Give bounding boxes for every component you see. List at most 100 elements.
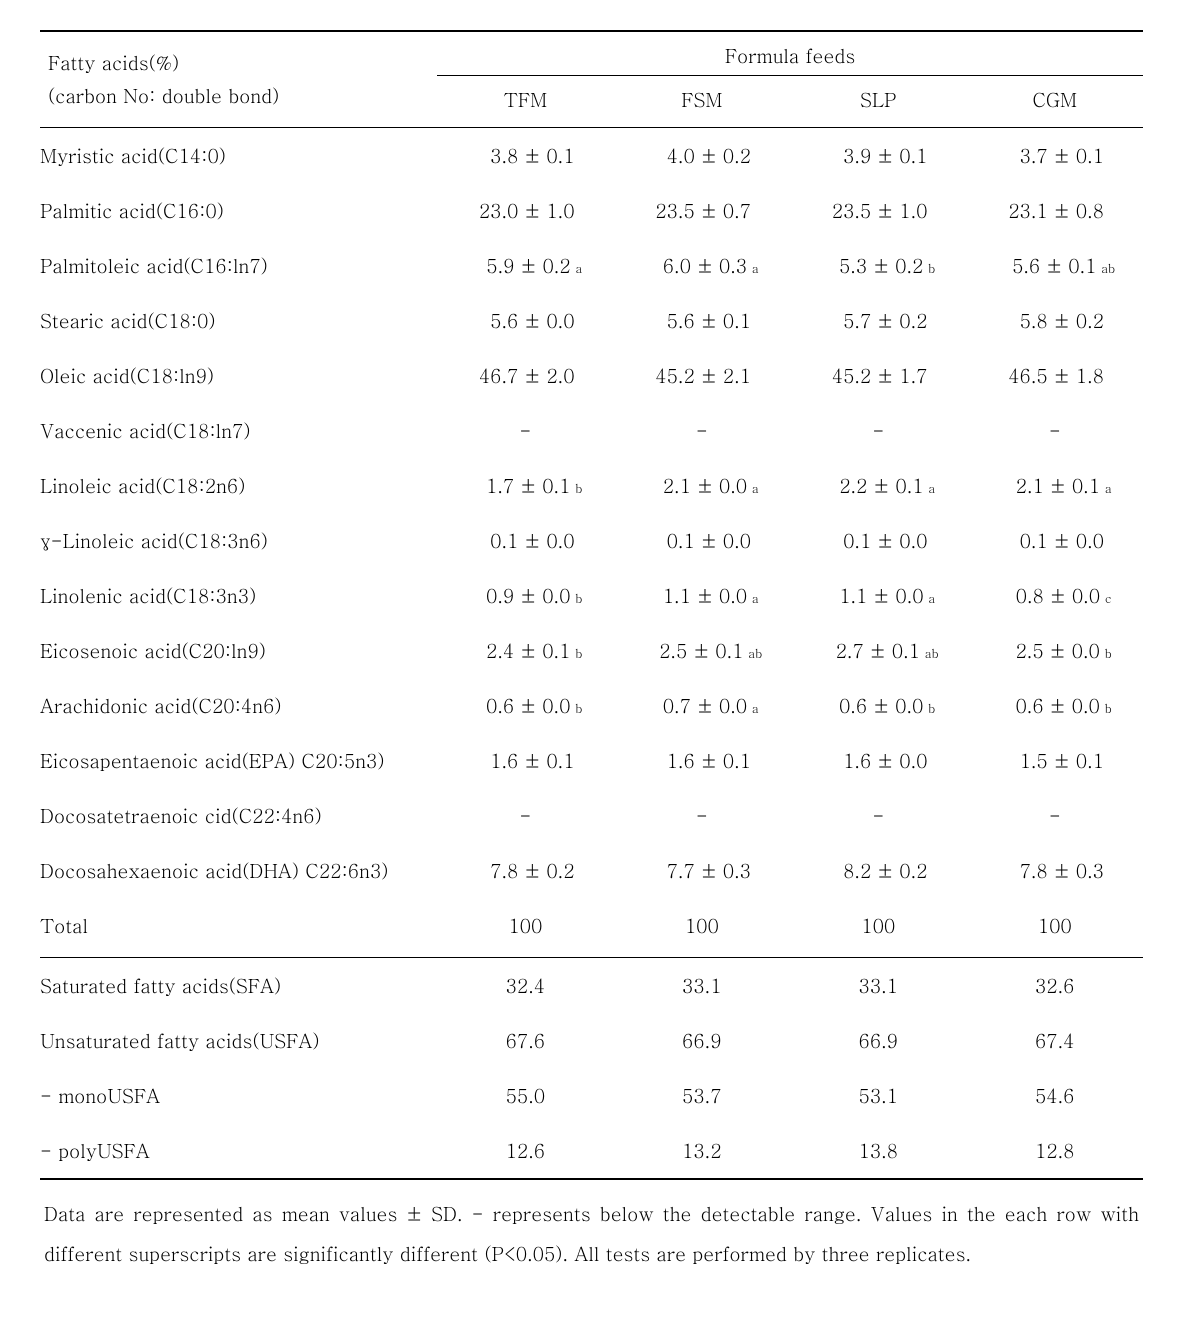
row-label: Docosatetraenoic cid(C22:4n6)	[40, 788, 437, 843]
table-row: Docosahexaenoic acid(DHA) C22:6n3)7.8±0.…	[40, 843, 1143, 898]
value-cell: 67.6	[437, 1013, 613, 1068]
value-cell: 46.5±1.8	[967, 348, 1144, 403]
value-cell: -	[967, 788, 1144, 843]
value-cell: 8.2±0.2	[790, 843, 966, 898]
value-cell: 4.0±0.2	[614, 128, 790, 184]
value-cell: 100	[437, 898, 613, 958]
value-cell: 5.8±0.2	[967, 293, 1144, 348]
significance-superscript: b	[928, 699, 935, 717]
row-label: - polyUSFA	[40, 1123, 437, 1179]
significance-superscript: a	[752, 589, 759, 607]
significance-superscript: ab	[1101, 259, 1115, 277]
table-row: Arachidonic acid(C20:4n6)0.6±0.0b0.7±0.0…	[40, 678, 1143, 733]
significance-superscript: b	[1105, 699, 1112, 717]
value-cell: -	[437, 788, 613, 843]
row-label: - monoUSFA	[40, 1068, 437, 1123]
table-row: Docosatetraenoic cid(C22:4n6)----	[40, 788, 1143, 843]
row-label: Saturated fatty acids(SFA)	[40, 958, 437, 1014]
value-cell: 13.2	[614, 1123, 790, 1179]
table-row: γ-Linoleic acid(C18:3n6)0.1±0.00.1±0.00.…	[40, 513, 1143, 568]
summary-row: Saturated fatty acids(SFA)32.433.133.132…	[40, 958, 1143, 1014]
significance-superscript: a	[575, 259, 582, 277]
row-label: Myristic acid(C14:0)	[40, 128, 437, 184]
summary-row: Unsaturated fatty acids(USFA)67.666.966.…	[40, 1013, 1143, 1068]
significance-superscript: b	[575, 589, 582, 607]
value-cell: 12.8	[967, 1123, 1144, 1179]
header-col-2: SLP	[790, 76, 966, 128]
value-cell: 46.7±2.0	[437, 348, 613, 403]
value-cell: -	[790, 788, 966, 843]
significance-superscript: ab	[748, 644, 762, 662]
value-cell: 2.5±0.0b	[967, 623, 1144, 678]
value-cell: 66.9	[790, 1013, 966, 1068]
table-header-row: Fatty acids(%) (carbon No: double bond) …	[40, 31, 1143, 76]
significance-superscript: b	[575, 479, 582, 497]
table-row: Linoleic acid(C18:2n6)1.7±0.1b2.1±0.0a2.…	[40, 458, 1143, 513]
value-cell: 100	[967, 898, 1144, 958]
header-label-cell: Fatty acids(%) (carbon No: double bond)	[40, 31, 437, 128]
significance-superscript: a	[752, 479, 759, 497]
significance-superscript: a	[928, 479, 935, 497]
significance-superscript: b	[575, 644, 582, 662]
value-cell: 5.9±0.2a	[437, 238, 613, 293]
value-cell: -	[967, 403, 1144, 458]
header-super: Formula feeds	[437, 31, 1143, 76]
header-col-3: CGM	[967, 76, 1144, 128]
table-row: Palmitoleic acid(C16:ln7)5.9±0.2a6.0±0.3…	[40, 238, 1143, 293]
row-label: Oleic acid(C18:ln9)	[40, 348, 437, 403]
table-row: Stearic acid(C18:0)5.6±0.05.6±0.15.7±0.2…	[40, 293, 1143, 348]
row-label: Palmitoleic acid(C16:ln7)	[40, 238, 437, 293]
significance-superscript: c	[1105, 589, 1112, 607]
significance-superscript: b	[928, 259, 935, 277]
value-cell: 55.0	[437, 1068, 613, 1123]
value-cell: 53.1	[790, 1068, 966, 1123]
value-cell: -	[790, 403, 966, 458]
value-cell: 7.8±0.2	[437, 843, 613, 898]
table-row: Palmitic acid(C16:0)23.0±1.023.5±0.723.5…	[40, 183, 1143, 238]
value-cell: -	[437, 403, 613, 458]
significance-superscript: a	[1105, 479, 1112, 497]
table-row: Oleic acid(C18:ln9)46.7±2.045.2±2.145.2±…	[40, 348, 1143, 403]
value-cell: 0.7±0.0a	[614, 678, 790, 733]
value-cell: 1.1±0.0a	[614, 568, 790, 623]
total-row: Total100100100100	[40, 898, 1143, 958]
summary-row: - monoUSFA55.053.753.154.6	[40, 1068, 1143, 1123]
value-cell: 32.6	[967, 958, 1144, 1014]
value-cell: 1.7±0.1b	[437, 458, 613, 513]
fatty-acids-table: Fatty acids(%) (carbon No: double bond) …	[40, 30, 1143, 1180]
value-cell: 6.0±0.3a	[614, 238, 790, 293]
summary-row: - polyUSFA12.613.213.812.8	[40, 1123, 1143, 1179]
value-cell: 45.2±1.7	[790, 348, 966, 403]
row-label: Docosahexaenoic acid(DHA) C22:6n3)	[40, 843, 437, 898]
table-row: Eicosenoic acid(C20:ln9)2.4±0.1b2.5±0.1a…	[40, 623, 1143, 678]
header-col-1: FSM	[614, 76, 790, 128]
row-label: Eicosenoic acid(C20:ln9)	[40, 623, 437, 678]
header-col-0: TFM	[437, 76, 613, 128]
value-cell: 2.7±0.1ab	[790, 623, 966, 678]
value-cell: 67.4	[967, 1013, 1144, 1068]
value-cell: 23.5±1.0	[790, 183, 966, 238]
significance-superscript: a	[928, 589, 935, 607]
table-bottom-rule	[40, 1179, 1143, 1180]
value-cell: 3.8±0.1	[437, 128, 613, 184]
value-cell: 5.6±0.1ab	[967, 238, 1144, 293]
row-label: Palmitic acid(C16:0)	[40, 183, 437, 238]
value-cell: 2.2±0.1a	[790, 458, 966, 513]
value-cell: 0.1±0.0	[437, 513, 613, 568]
row-label: Unsaturated fatty acids(USFA)	[40, 1013, 437, 1068]
value-cell: 5.3±0.2b	[790, 238, 966, 293]
value-cell: 1.6±0.1	[437, 733, 613, 788]
value-cell: 32.4	[437, 958, 613, 1014]
value-cell: 66.9	[614, 1013, 790, 1068]
value-cell: 100	[614, 898, 790, 958]
value-cell: 33.1	[790, 958, 966, 1014]
row-label: Linoleic acid(C18:2n6)	[40, 458, 437, 513]
row-label: Vaccenic acid(C18:ln7)	[40, 403, 437, 458]
value-cell: 0.6±0.0b	[437, 678, 613, 733]
value-cell: 3.9±0.1	[790, 128, 966, 184]
value-cell: 2.1±0.1a	[967, 458, 1144, 513]
header-label-line2: (carbon No: double bond)	[48, 82, 279, 109]
row-label: Linolenic acid(C18:3n3)	[40, 568, 437, 623]
value-cell: 2.5±0.1ab	[614, 623, 790, 678]
row-label: Stearic acid(C18:0)	[40, 293, 437, 348]
